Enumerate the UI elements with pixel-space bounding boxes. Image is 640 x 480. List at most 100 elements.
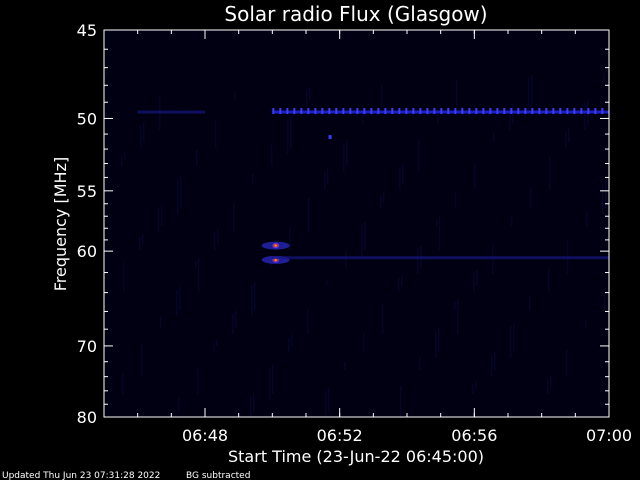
noise-streak [160, 316, 162, 328]
noise-streak [234, 92, 236, 100]
noise-streak [362, 114, 364, 124]
band-tick [545, 108, 548, 115]
noise-streak [418, 138, 420, 172]
band-tick [363, 108, 366, 115]
noise-streak [214, 232, 216, 250]
noise-streak [529, 297, 531, 310]
noise-streak [586, 210, 588, 226]
band-tick [552, 108, 555, 115]
band-tick [412, 108, 415, 115]
noise-streak [566, 350, 568, 376]
band-tick [538, 108, 541, 115]
noise-streak [308, 198, 310, 232]
noise-streak [141, 345, 143, 376]
radio-burst [270, 241, 281, 250]
noise-streak [398, 278, 400, 292]
band-tick [461, 108, 464, 115]
noise-streak [381, 85, 383, 106]
noise-streak [417, 249, 419, 274]
noise-streak [216, 340, 218, 346]
noise-streak [361, 225, 363, 256]
noise-streak [438, 328, 440, 352]
noise-streak [494, 352, 496, 370]
noise-streak [345, 251, 347, 268]
band-tick [377, 108, 380, 115]
band-tick [482, 108, 485, 115]
band-tick [314, 108, 317, 115]
noise-streak [454, 302, 456, 310]
band-tick [475, 108, 478, 115]
noise-streak [106, 70, 108, 76]
band-tick [496, 108, 499, 115]
band-tick [293, 108, 296, 115]
band-tick [342, 108, 345, 115]
noise-streak [213, 343, 215, 352]
noise-streak [121, 155, 123, 166]
noise-streak [344, 362, 346, 370]
noise-streak [419, 357, 421, 370]
noise-streak [383, 193, 385, 202]
y-tick-label: 70 [77, 337, 97, 356]
noise-streak [380, 196, 382, 208]
noise-streak [493, 133, 495, 142]
band-tick [468, 108, 471, 115]
noise-streak [327, 169, 329, 184]
noise-streak [550, 376, 552, 388]
band-tick [489, 108, 492, 115]
noise-streak [400, 386, 402, 418]
noise-streak [217, 229, 219, 244]
noise-streak [289, 227, 291, 250]
x-axis-label: Start Time (23-Jun-22 06:45:00) [228, 447, 484, 466]
band-tick [566, 108, 569, 115]
noise-streak [456, 80, 458, 106]
band-tick [573, 108, 576, 115]
x-tick-label: 06:52 [317, 426, 363, 445]
y-tick-label: 45 [77, 21, 97, 40]
noise-streak [473, 273, 475, 292]
noise-streak [512, 104, 514, 124]
plot-background [104, 30, 609, 417]
noise-streak [195, 261, 197, 268]
x-tick-label: 06:56 [451, 426, 497, 445]
noise-streak [291, 335, 293, 346]
band-tick [398, 108, 401, 115]
noise-streak [509, 107, 511, 130]
y-tick-label: 55 [77, 182, 97, 201]
noise-streak [269, 367, 271, 400]
plot-frame [103, 29, 610, 418]
band-tick [580, 108, 583, 115]
band-tick [531, 108, 534, 115]
band-tick [601, 108, 604, 115]
band-tick [272, 108, 275, 115]
y-axis-label: Frequency [MHz] [51, 157, 70, 291]
noise-streak [196, 150, 198, 166]
band-tick [405, 108, 408, 115]
x-tick-label: 07:00 [586, 426, 632, 445]
band-tick [587, 108, 590, 115]
noise-streak [272, 364, 274, 394]
noise-streak [122, 374, 124, 394]
band-tick [307, 108, 310, 115]
noise-streak [158, 208, 160, 232]
emission-dot [328, 135, 332, 140]
band-tick [447, 108, 450, 115]
band-tick [559, 108, 562, 115]
noise-streak [143, 123, 145, 142]
noise-streak [474, 162, 476, 190]
noise-streak [547, 379, 549, 394]
noise-streak [215, 121, 217, 148]
noise-streak [455, 191, 457, 208]
noise-streak [585, 321, 587, 328]
noise-streak [602, 184, 604, 214]
noise-streak [475, 381, 477, 388]
noise-streak [139, 237, 141, 250]
noise-streak [510, 326, 512, 358]
noise-streak [476, 270, 478, 286]
noise-streak [233, 203, 235, 232]
noise-streak [364, 222, 366, 250]
y-tick-label: 80 [77, 408, 97, 427]
noise-streak [142, 234, 144, 244]
noise-streak [271, 145, 273, 166]
noise-streak [250, 396, 252, 418]
